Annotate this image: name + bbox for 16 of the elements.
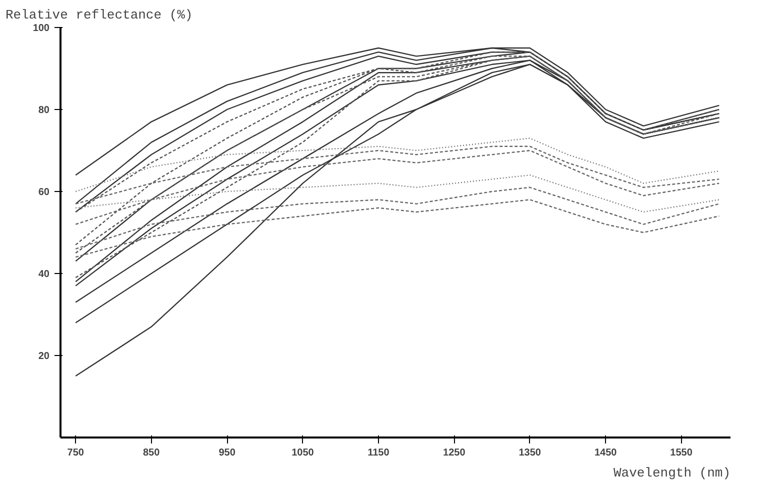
y-tick-label: 80 [38,105,50,116]
y-tick-label: 20 [38,351,50,362]
x-tick-label: 1050 [292,448,314,458]
x-tick-label: 1550 [670,448,693,458]
x-tick-label: 850 [143,448,160,458]
x-axis-title: Wavelength (nm) [613,466,731,480]
x-tick-label: 750 [67,448,84,458]
y-tick-label: 100 [32,23,50,34]
x-tick-label: 1450 [594,448,618,458]
x-tick-label: 1250 [443,448,466,458]
x-tick-label: 1350 [518,448,542,458]
y-tick-label: 60 [38,187,50,198]
x-tick-label: 1150 [368,448,390,458]
y-tick-label: 40 [38,269,50,280]
y-axis-title: Relative reflectance (%) [6,8,193,22]
x-tick-label: 950 [218,448,236,458]
